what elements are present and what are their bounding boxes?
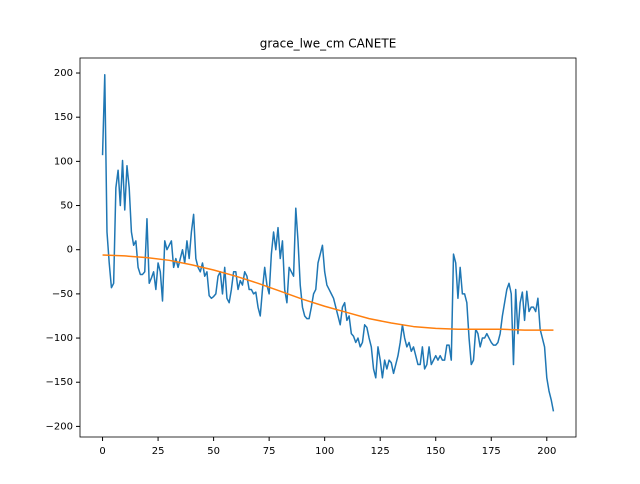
line-series — [102, 254, 554, 331]
x-tick-label: 150 — [426, 446, 445, 457]
y-tick-label: 50 — [60, 201, 73, 212]
x-tick-label: 175 — [482, 446, 501, 457]
x-tick-label: 100 — [315, 446, 334, 457]
x-tick-label: 75 — [263, 446, 276, 457]
y-tick-label: 200 — [54, 68, 73, 79]
x-tick-label: 0 — [99, 446, 105, 457]
y-tick-label: 150 — [54, 112, 73, 123]
plot-frame — [79, 57, 577, 438]
y-tick-label: −150 — [46, 377, 73, 388]
y-tick-label: −100 — [46, 333, 73, 344]
x-tick-label: 125 — [371, 446, 390, 457]
x-tick-label: 200 — [537, 446, 556, 457]
y-tick-label: 0 — [67, 245, 73, 256]
line-series — [101, 74, 555, 412]
x-tick-label: 25 — [152, 446, 165, 457]
chart-title: grace_lwe_cm CANETE — [260, 37, 397, 51]
y-tick-label: −50 — [52, 289, 73, 300]
y-tick-label: 100 — [54, 156, 73, 167]
y-tick-label: −200 — [46, 421, 73, 432]
x-tick-label: 50 — [207, 446, 220, 457]
